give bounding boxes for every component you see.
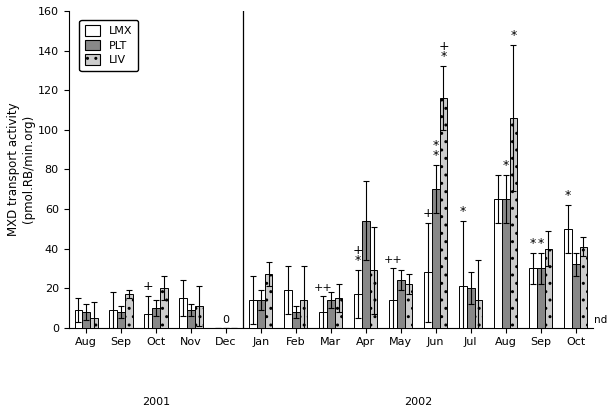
Bar bbox=[494, 199, 502, 328]
Bar bbox=[432, 189, 440, 328]
Bar bbox=[144, 314, 152, 328]
Text: 2002: 2002 bbox=[404, 398, 432, 408]
Bar bbox=[389, 300, 397, 328]
Bar bbox=[335, 298, 343, 328]
Bar bbox=[397, 280, 405, 328]
Text: +: + bbox=[438, 39, 449, 53]
Bar bbox=[354, 294, 362, 328]
Bar bbox=[179, 298, 187, 328]
Text: +: + bbox=[423, 207, 433, 220]
Text: *: * bbox=[530, 237, 536, 249]
Bar bbox=[362, 221, 370, 328]
Bar bbox=[459, 286, 467, 328]
Bar bbox=[580, 247, 587, 328]
Bar bbox=[109, 310, 117, 328]
Text: *: * bbox=[355, 254, 361, 267]
Bar bbox=[284, 290, 292, 328]
Bar bbox=[370, 270, 378, 328]
Text: *: * bbox=[565, 189, 571, 202]
Bar bbox=[475, 300, 483, 328]
Bar bbox=[187, 310, 195, 328]
Text: *: * bbox=[503, 159, 509, 172]
Bar bbox=[292, 312, 300, 328]
Text: *: * bbox=[538, 237, 544, 249]
Text: +: + bbox=[143, 280, 154, 293]
Bar bbox=[529, 269, 537, 328]
Bar bbox=[117, 312, 125, 328]
Bar bbox=[545, 249, 552, 328]
Legend: LMX, PLT, LIV: LMX, PLT, LIV bbox=[79, 20, 138, 71]
Bar bbox=[74, 310, 82, 328]
Text: *: * bbox=[440, 50, 446, 63]
Bar bbox=[572, 264, 580, 328]
Bar bbox=[152, 308, 160, 328]
Bar bbox=[440, 98, 448, 328]
Text: 2001: 2001 bbox=[142, 398, 170, 408]
Bar bbox=[510, 118, 517, 328]
Text: *: * bbox=[433, 149, 439, 162]
Bar bbox=[249, 300, 257, 328]
Text: +: + bbox=[353, 244, 363, 257]
Bar bbox=[319, 312, 327, 328]
Bar bbox=[82, 312, 90, 328]
Bar bbox=[424, 272, 432, 328]
Text: ++: ++ bbox=[314, 283, 333, 293]
Bar bbox=[502, 199, 510, 328]
Bar bbox=[265, 274, 273, 328]
Bar bbox=[90, 318, 98, 328]
Bar bbox=[327, 300, 335, 328]
Bar bbox=[195, 306, 203, 328]
Text: ++: ++ bbox=[384, 255, 403, 265]
Bar bbox=[300, 300, 308, 328]
Bar bbox=[125, 294, 133, 328]
Text: *: * bbox=[460, 205, 466, 218]
Bar bbox=[405, 284, 413, 328]
Text: nd: nd bbox=[594, 315, 607, 325]
Y-axis label: MXD transport activity
(pmol.RB/min.org): MXD transport activity (pmol.RB/min.org) bbox=[7, 103, 35, 236]
Bar bbox=[537, 269, 545, 328]
Bar bbox=[564, 229, 572, 328]
Bar bbox=[160, 288, 168, 328]
Bar bbox=[257, 300, 265, 328]
Bar bbox=[467, 288, 475, 328]
Text: *: * bbox=[433, 139, 439, 151]
Text: 0: 0 bbox=[222, 315, 230, 325]
Text: *: * bbox=[510, 29, 516, 42]
